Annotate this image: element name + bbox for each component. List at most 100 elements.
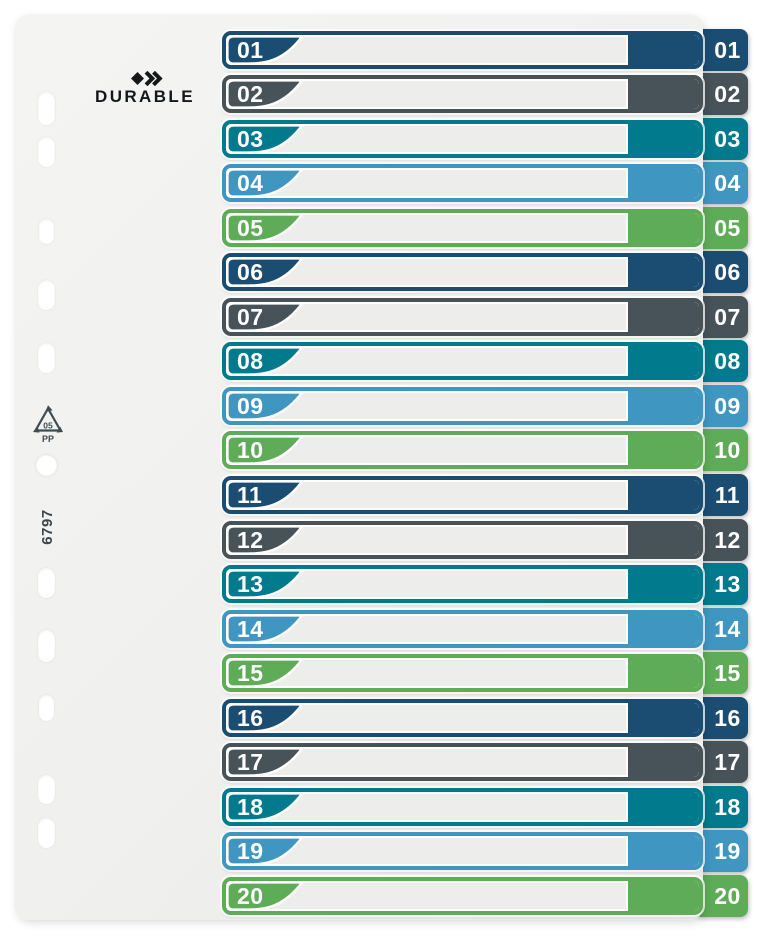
article-number: 6797 [38, 509, 56, 545]
divider-tab[interactable]: 13 [694, 563, 748, 605]
index-row-bar: 14 [222, 610, 703, 648]
index-row-inner: 08 [226, 346, 699, 376]
index-row-bar: 09 [222, 387, 703, 425]
divider-tab[interactable]: 12 [694, 519, 748, 561]
divider-tab[interactable]: 10 [694, 429, 748, 471]
divider-tab[interactable]: 05 [694, 207, 748, 249]
index-row-number: 02 [237, 80, 264, 107]
index-row-number: 15 [237, 659, 264, 686]
divider-tab-number: 05 [714, 214, 741, 241]
divider-tab-number: 09 [714, 392, 741, 419]
index-row-inner: 17 [226, 747, 699, 777]
index-row-label-swoosh [226, 480, 304, 510]
index-row-number: 09 [237, 392, 264, 419]
index-row-label-swoosh [226, 302, 304, 332]
index-row-number: 17 [237, 748, 264, 775]
index-row-bar: 05 [222, 209, 703, 247]
punch-hole [38, 343, 55, 373]
index-row-inner: 19 [226, 836, 699, 866]
divider-tab[interactable]: 07 [694, 296, 748, 338]
divider-tab[interactable]: 17 [694, 741, 748, 783]
punch-hole [39, 695, 54, 721]
divider-tab[interactable]: 03 [694, 118, 748, 160]
punch-hole [38, 775, 55, 804]
index-row-label-swoosh [226, 614, 304, 644]
index-row-right-fill [626, 792, 699, 822]
brand-wordmark: DURABLE [95, 87, 195, 106]
divider-tab-number: 04 [714, 169, 741, 196]
divider-tab[interactable]: 19 [694, 830, 748, 872]
index-row-label-swoosh [226, 213, 304, 243]
index-row-inner: 03 [226, 124, 699, 154]
index-row-label-swoosh [226, 79, 304, 109]
divider-tab-number: 19 [714, 837, 741, 864]
index-row-bar: 15 [222, 654, 703, 692]
index-row-label-swoosh [226, 525, 304, 555]
divider-tab-number: 17 [714, 748, 741, 775]
brand-logo: DURABLE [93, 71, 197, 107]
index-row-number: 08 [237, 347, 264, 374]
index-row-inner: 05 [226, 213, 699, 243]
index-row-inner: 10 [226, 435, 699, 465]
index-row-right-fill [626, 79, 699, 109]
index-row-right-fill [626, 569, 699, 599]
divider-tab-number: 10 [714, 436, 741, 463]
index-row-right-fill [626, 302, 699, 332]
index-row-right-fill [626, 836, 699, 866]
divider-tab[interactable]: 02 [694, 73, 748, 115]
divider-tab[interactable]: 08 [694, 340, 748, 382]
index-row-inner: 01 [226, 35, 699, 65]
index-row-label-swoosh [226, 35, 304, 65]
index-row-label-swoosh [226, 703, 304, 733]
divider-tab[interactable]: 01 [694, 29, 748, 71]
index-row-right-fill [626, 168, 699, 198]
divider-tab[interactable]: 11 [694, 474, 748, 516]
index-row-bar: 06 [222, 253, 703, 291]
divider-tab-number: 06 [714, 258, 741, 285]
divider-tab-number: 11 [714, 481, 741, 508]
divider-tab[interactable]: 18 [694, 786, 748, 828]
index-row-inner: 07 [226, 302, 699, 332]
divider-tab-number: 18 [714, 793, 741, 820]
index-row-inner: 02 [226, 79, 699, 109]
index-row-number: 10 [237, 436, 264, 463]
divider-tab[interactable]: 14 [694, 608, 748, 650]
index-row-right-fill [626, 658, 699, 688]
index-row-bar: 16 [222, 699, 703, 737]
index-row-number: 11 [237, 481, 263, 508]
index-row-inner: 20 [226, 881, 699, 911]
divider-tab[interactable]: 09 [694, 385, 748, 427]
punch-hole [38, 818, 55, 848]
index-row-number: 04 [237, 169, 264, 196]
index-row-right-fill [626, 881, 699, 911]
index-row-bar: 10 [222, 431, 703, 469]
index-row-inner: 12 [226, 525, 699, 555]
index-row-right-fill [626, 480, 699, 510]
index-row-label-swoosh [226, 792, 304, 822]
index-row-inner: 06 [226, 257, 699, 287]
divider-tab[interactable]: 06 [694, 251, 748, 293]
divider-tab[interactable]: 16 [694, 697, 748, 739]
index-row-label-swoosh [226, 881, 304, 911]
index-row-number: 13 [237, 570, 264, 597]
index-row-number: 03 [237, 125, 264, 152]
divider-tab-number: 14 [714, 615, 741, 642]
index-row-right-fill [626, 435, 699, 465]
divider-tab[interactable]: 15 [694, 652, 748, 694]
punch-hole [38, 92, 55, 125]
index-row-bar: 07 [222, 298, 703, 336]
index-row-right-fill [626, 257, 699, 287]
divider-tab-number: 03 [714, 125, 741, 152]
index-row-bar: 02 [222, 75, 703, 113]
index-row-number: 12 [237, 526, 264, 553]
index-row-right-fill [626, 213, 699, 243]
index-row-bar: 11 [222, 476, 703, 514]
index-row-bar: 19 [222, 832, 703, 870]
index-row-label-swoosh [226, 435, 304, 465]
recycling-material: PP [42, 434, 54, 444]
index-row-label-swoosh [226, 747, 304, 777]
divider-tab[interactable]: 20 [694, 875, 748, 917]
divider-tab[interactable]: 04 [694, 162, 748, 204]
punch-hole [38, 630, 55, 662]
